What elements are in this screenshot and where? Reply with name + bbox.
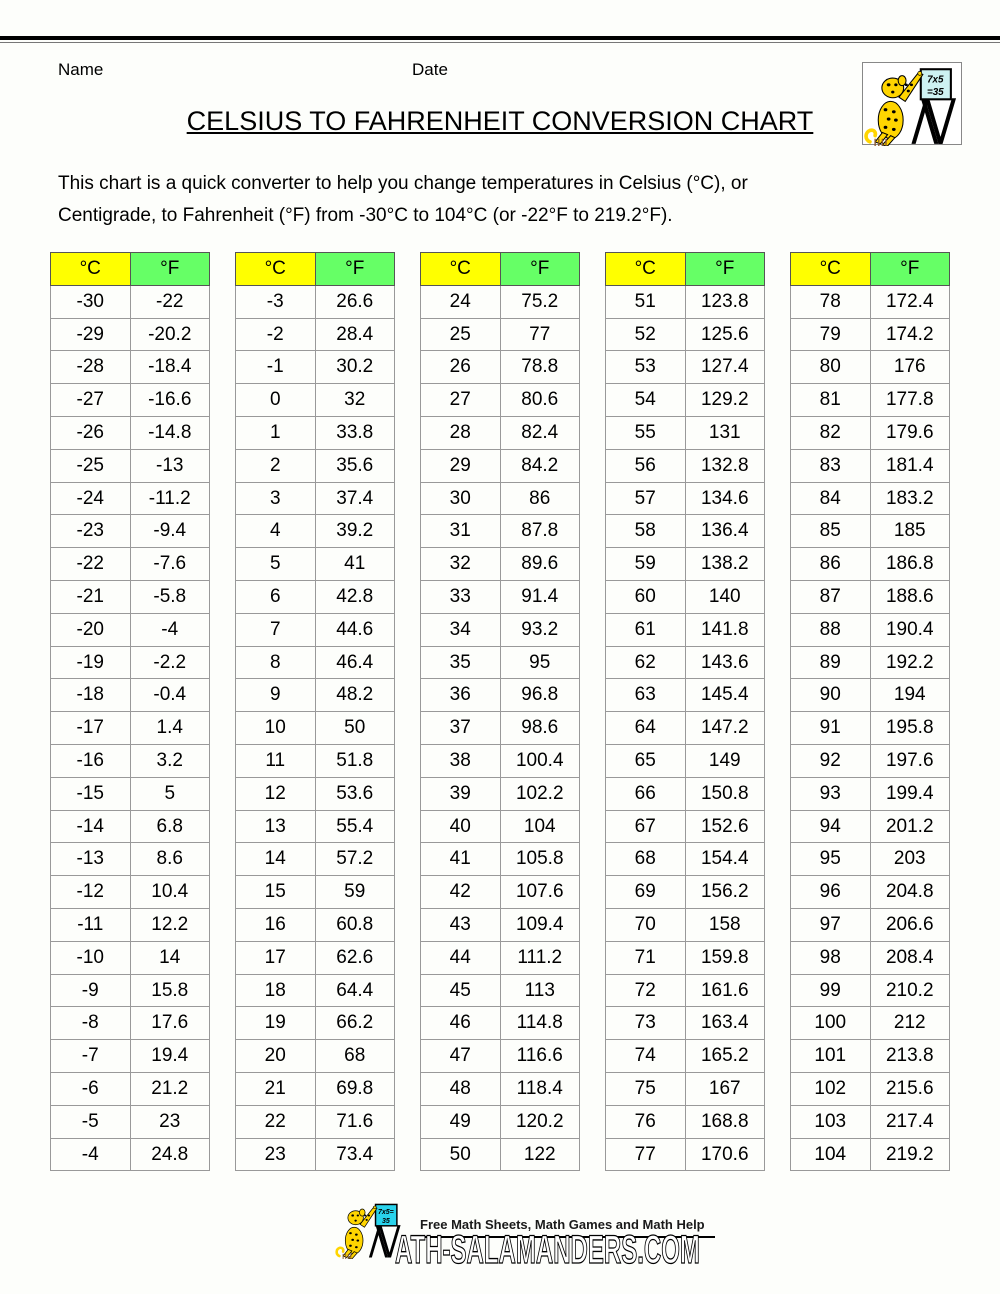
svg-text:7x5=: 7x5= <box>378 1209 394 1216</box>
svg-text:7x5: 7x5 <box>927 75 944 86</box>
svg-text:=35: =35 <box>927 87 944 98</box>
svg-text:35: 35 <box>382 1218 390 1225</box>
